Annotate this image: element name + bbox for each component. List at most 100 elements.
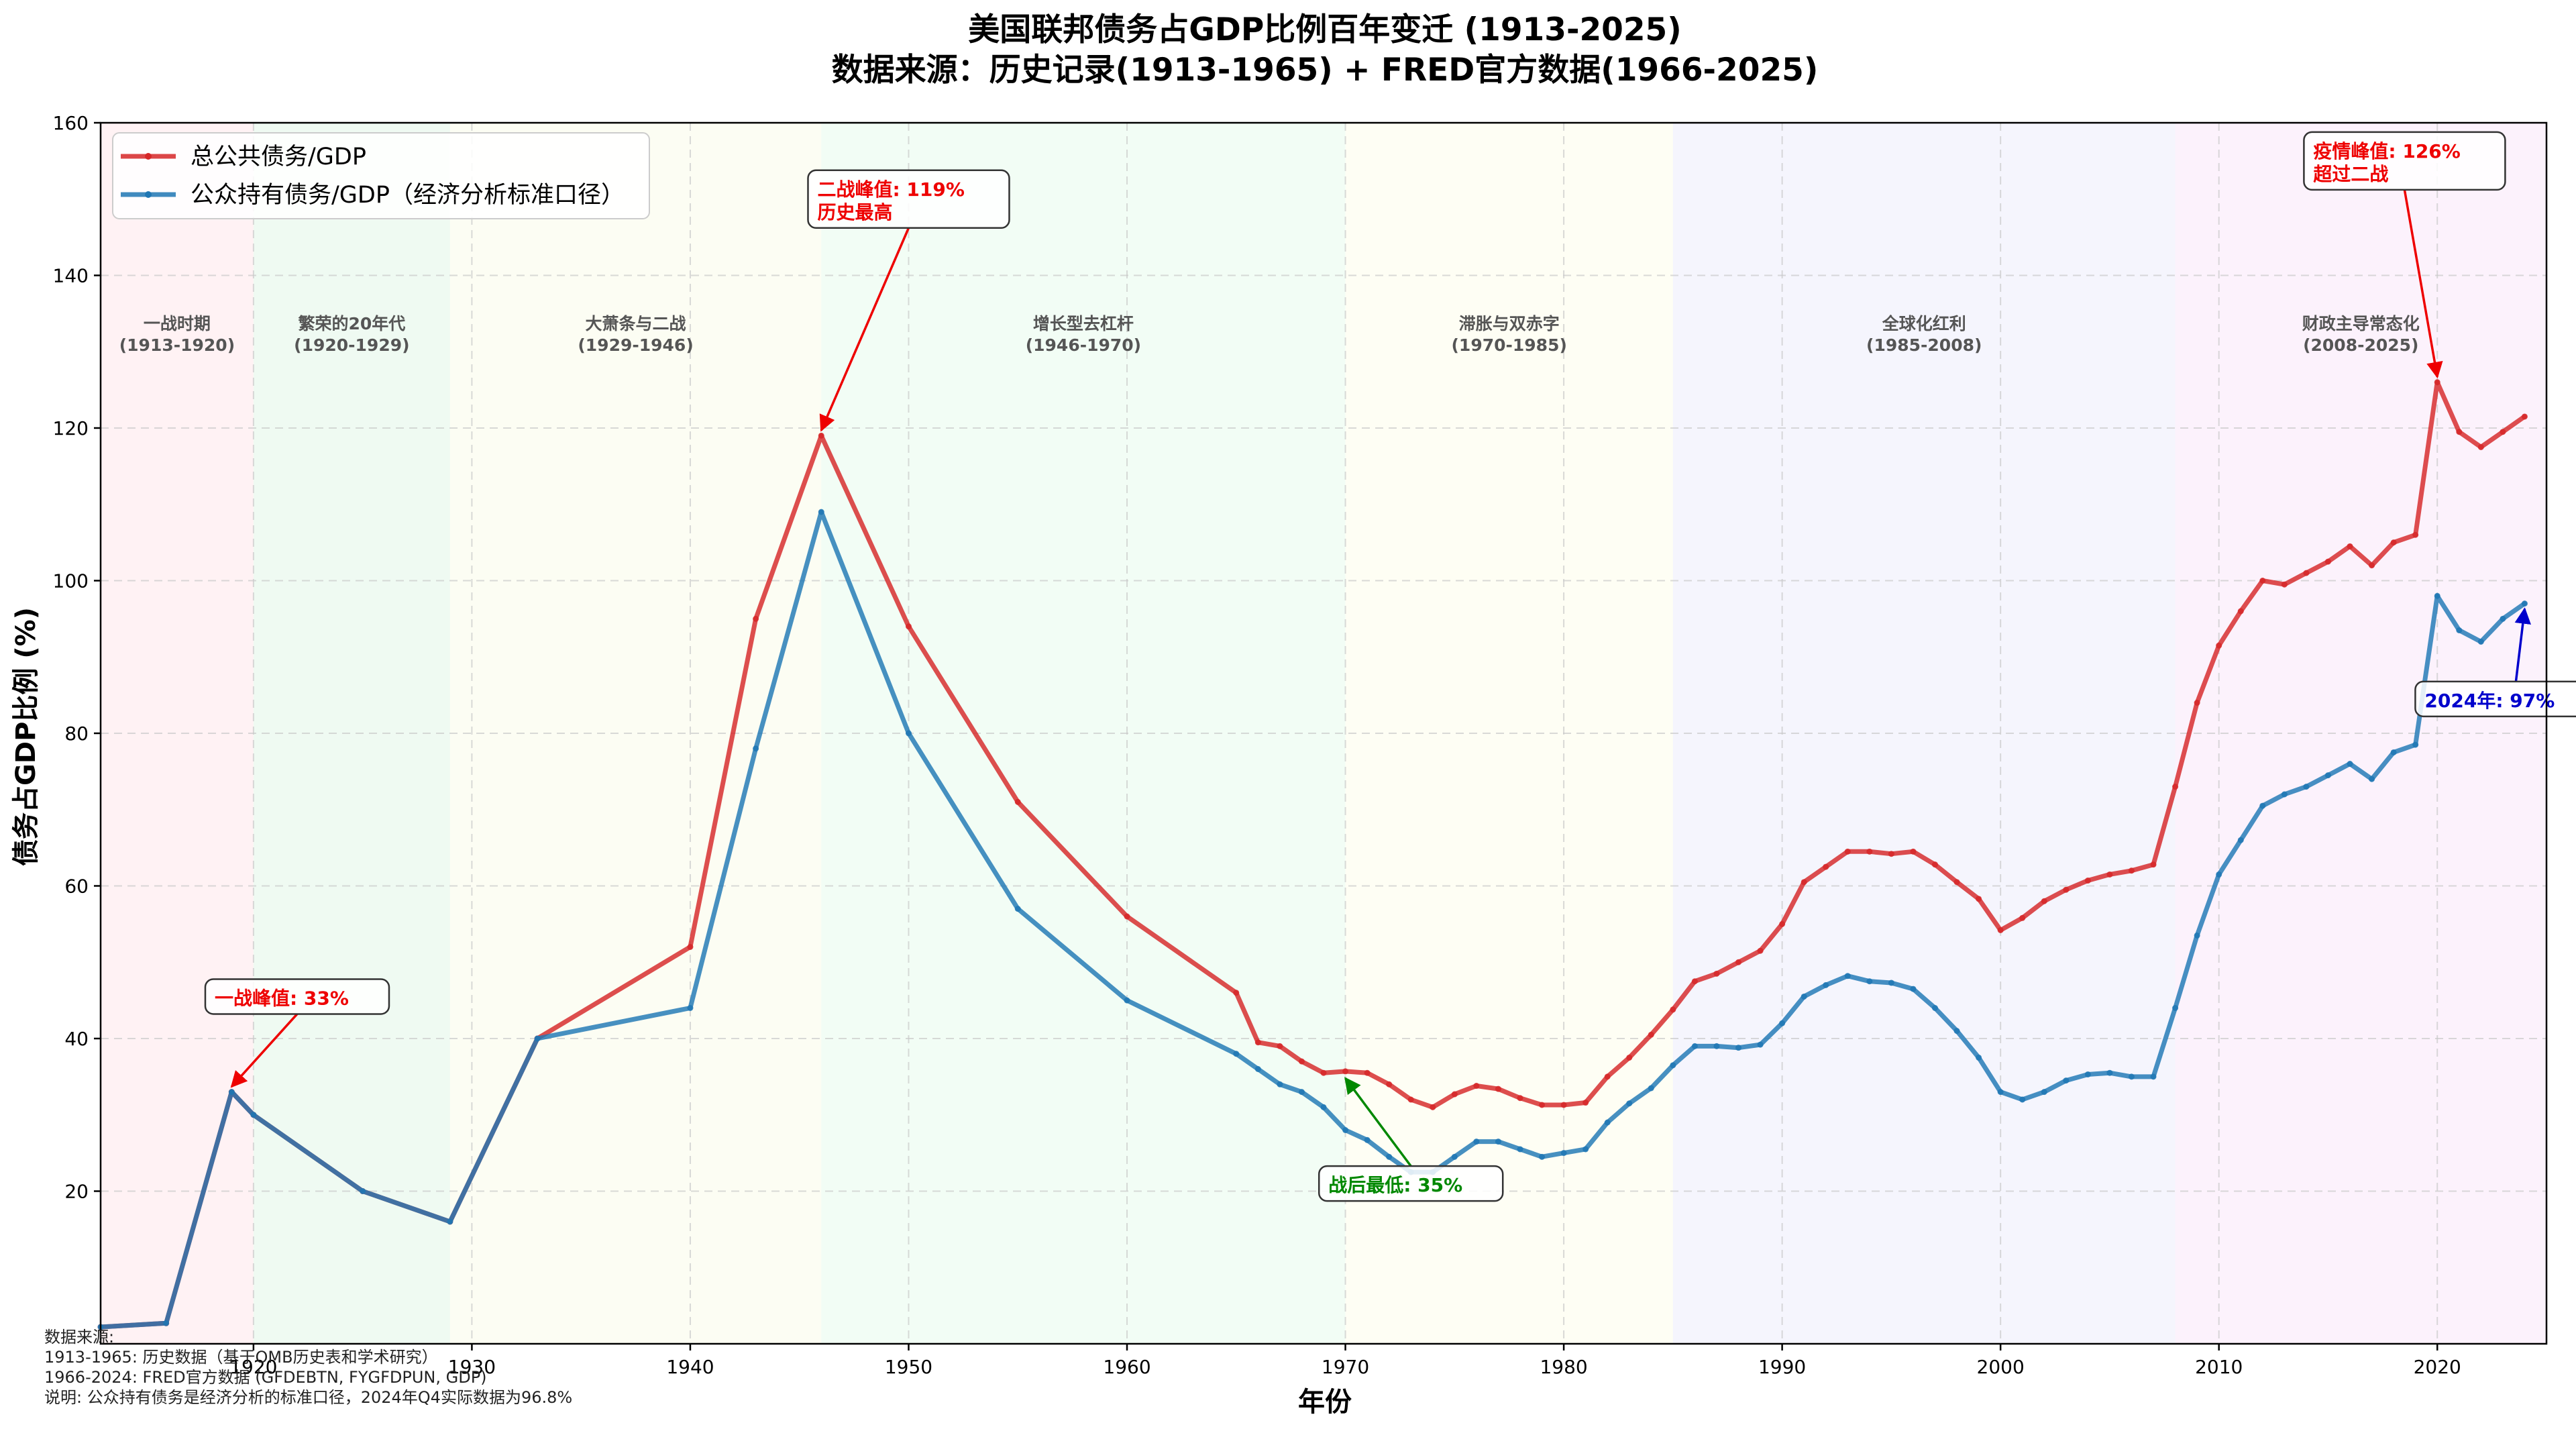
era-label-name: 增长型去杠杆	[1033, 314, 1134, 333]
data-point	[2303, 570, 2310, 576]
data-point	[2150, 1073, 2157, 1080]
data-point	[1953, 1028, 1960, 1035]
data-point	[2106, 1069, 2113, 1076]
y-tick-label: 140	[53, 265, 89, 287]
data-point	[1932, 1005, 1938, 1011]
legend-label: 总公共债务/GDP	[191, 144, 366, 170]
data-point	[1364, 1136, 1371, 1143]
chart-subtitle: 数据来源：历史记录(1913-1965) + FRED官方数据(1966-202…	[832, 52, 1819, 89]
data-point	[1953, 879, 1960, 886]
x-tick-label: 1920	[229, 1356, 277, 1378]
data-point	[163, 1320, 170, 1326]
x-tick-label: 1960	[1103, 1356, 1150, 1378]
data-point	[1124, 997, 1130, 1004]
data-point	[1997, 926, 2004, 933]
data-point	[2019, 1096, 2026, 1103]
y-tick-label: 80	[64, 723, 89, 745]
data-point	[1539, 1153, 1546, 1160]
data-point	[2237, 608, 2244, 615]
data-point	[1298, 1089, 1305, 1096]
data-point	[1932, 861, 1938, 868]
data-point	[1801, 993, 1807, 1000]
data-point	[2281, 581, 2288, 588]
annotation-arrow	[1344, 1077, 1412, 1167]
data-point	[2456, 627, 2463, 633]
data-point	[905, 623, 912, 630]
y-tick-label: 100	[53, 570, 89, 592]
annotation-box	[2414, 680, 2576, 718]
data-point	[1691, 978, 1698, 985]
data-point	[1517, 1146, 1523, 1153]
annotation-text: 一战峰值: 33%	[215, 987, 349, 1009]
data-point	[1277, 1081, 1283, 1088]
data-point	[2041, 1089, 2047, 1096]
era-label-range: (2008-2025)	[2303, 335, 2418, 355]
data-point	[1997, 1089, 2004, 1096]
x-tick-label: 1990	[1758, 1356, 1806, 1378]
data-point	[2390, 749, 2397, 755]
annotation-arrow	[2403, 189, 2443, 379]
data-point	[1735, 1045, 1742, 1051]
data-point	[1473, 1138, 1480, 1145]
series-lines	[97, 379, 2528, 1330]
annotation-box	[807, 169, 1010, 229]
data-point	[1670, 1006, 1676, 1013]
data-point	[2063, 886, 2070, 893]
data-point	[1124, 913, 1130, 920]
data-point	[1582, 1146, 1589, 1153]
annotation-text: 二战峰值: 119%	[817, 178, 964, 201]
note-line: 数据来源:	[44, 1328, 114, 1346]
x-tick-label: 1940	[666, 1356, 714, 1378]
data-notes: 数据来源: 1913-1965: 历史数据（基于OMB历史表和学术研究） 196…	[44, 1328, 572, 1407]
data-point	[2194, 932, 2200, 939]
data-point	[2477, 443, 2484, 450]
data-point	[1014, 906, 1021, 912]
era-label-range: (1913-1920)	[119, 335, 235, 355]
data-point	[1517, 1095, 1523, 1102]
note-line: 1913-1965: 历史数据（基于OMB历史表和学术研究）	[44, 1348, 438, 1367]
era-label-range: (1985-2008)	[1866, 335, 1982, 355]
data-point	[687, 944, 694, 950]
legend-marker	[145, 153, 152, 160]
data-point	[818, 432, 824, 439]
data-point	[1910, 986, 1917, 992]
data-point	[2521, 413, 2528, 420]
data-point	[1823, 982, 1829, 988]
data-point	[447, 1218, 453, 1225]
data-point	[360, 1188, 366, 1194]
data-point	[687, 1005, 694, 1011]
legend-label: 公众持有债务/GDP（经济分析标准口径）	[191, 182, 625, 209]
legend-box	[112, 132, 650, 219]
x-tick-label: 1980	[1540, 1356, 1587, 1378]
data-point	[1560, 1150, 1567, 1157]
data-point	[1320, 1104, 1327, 1110]
y-tick-label: 160	[53, 112, 89, 134]
data-point	[1604, 1119, 1611, 1126]
data-point	[1844, 973, 1851, 979]
era-label-name: 繁荣的20年代	[298, 314, 405, 333]
annotation-text: 2024年: 97%	[2424, 690, 2555, 712]
data-point	[1713, 1043, 1720, 1049]
era-label-name: 财政主导常态化	[2302, 314, 2420, 333]
data-point	[1342, 1127, 1349, 1133]
annotation-text: 疫情峰值: 126%	[2313, 140, 2460, 162]
data-point	[1976, 1054, 1982, 1061]
data-point	[1779, 1020, 1786, 1026]
annotation-arrow	[2514, 607, 2531, 682]
data-point	[1386, 1081, 1393, 1088]
data-point	[1451, 1153, 1458, 1160]
data-point	[1277, 1043, 1283, 1049]
data-point	[1713, 970, 1720, 977]
data-point	[1604, 1073, 1611, 1080]
data-point	[1539, 1102, 1546, 1108]
x-tick-label: 1930	[448, 1356, 496, 1378]
data-point	[1866, 848, 1873, 855]
data-point	[1888, 979, 1894, 986]
data-point	[1233, 1051, 1240, 1057]
data-point	[1233, 990, 1240, 996]
data-point	[1320, 1069, 1327, 1076]
data-point	[1560, 1102, 1567, 1108]
annotation-arrow	[230, 1013, 299, 1088]
annotation-box	[2303, 131, 2506, 191]
